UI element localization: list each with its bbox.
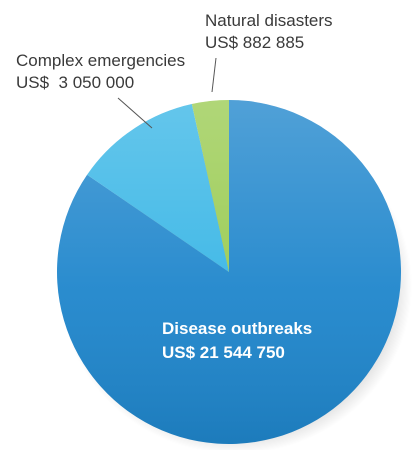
amount-natural-disasters: US$ 882 885 (205, 33, 304, 52)
pie-slices (57, 99, 402, 445)
label-complex-emergencies: Complex emergencies (16, 51, 185, 70)
label-disease-outbreaks: Disease outbreaks (162, 319, 312, 338)
leader-line-complex (117, 97, 153, 129)
amount-complex-emergencies: US$ 3 050 000 (16, 73, 134, 92)
leader-line-natural (211, 57, 217, 93)
amount-disease-outbreaks: US$ 21 544 750 (162, 343, 285, 362)
label-natural-disasters: Natural disasters (205, 11, 333, 30)
